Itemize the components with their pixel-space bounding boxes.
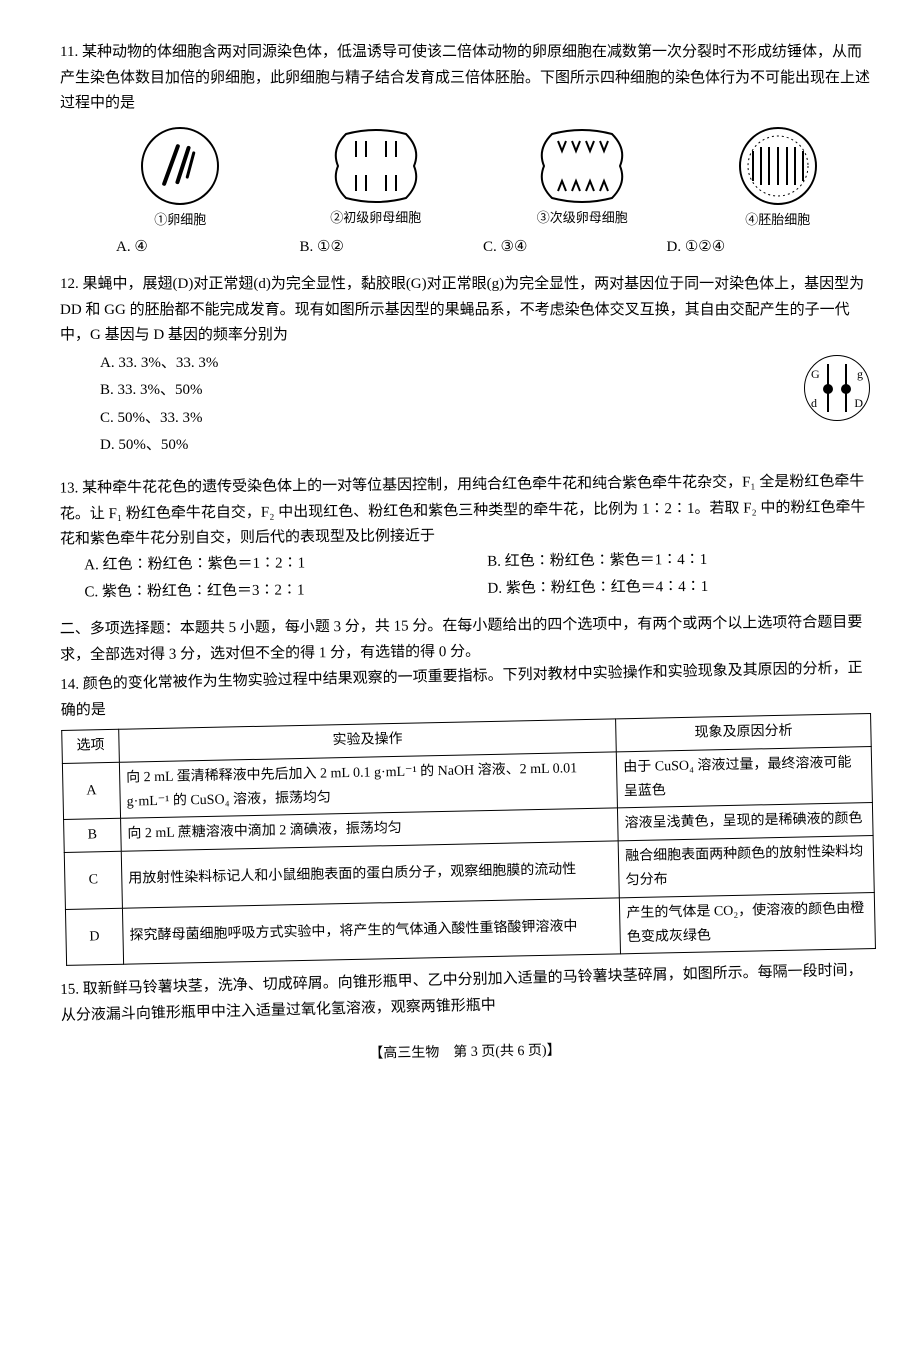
q12-lab-br: D — [854, 393, 863, 413]
th-sel: 选项 — [62, 729, 120, 763]
cell-a-sel[interactable]: A — [62, 762, 120, 820]
cell-d-sel[interactable]: D — [65, 908, 123, 966]
q11-opt-a[interactable]: A. ④ — [116, 235, 300, 261]
diagram-3: ③次级卵母细胞 — [532, 129, 632, 229]
q12-lab-tl: G — [811, 364, 820, 384]
cap-4: ④胚胎细胞 — [739, 209, 817, 231]
page-footer: 【高三生物 第 3 页(共 6 页)】 — [60, 1034, 870, 1072]
question-11: 11. 某种动物的体细胞含两对同源染色体，低温诱导可使该二倍体动物的卵原细胞在减… — [60, 40, 870, 260]
cell-a-res: 由于 CuSO₄ 溶液过量，最终溶液可能呈蓝色 — [617, 746, 873, 808]
question-12: 12. 果蝇中，展翅(D)对正常翅(d)为完全显性，黏胶眼(G)对正常眼(g)为… — [60, 272, 870, 461]
cap-3: ③次级卵母细胞 — [532, 207, 632, 229]
q12-lab-tr: g — [857, 364, 863, 384]
q12-lab-bl: d — [811, 393, 817, 413]
diagram-4: ④胚胎细胞 — [739, 127, 817, 231]
cell-b-sel[interactable]: B — [64, 819, 122, 853]
cell-a-op: 向 2 mL 蛋清稀释液中先后加入 2 mL 0.1 g·mL⁻¹ 的 NaOH… — [119, 752, 617, 819]
q13-opt-d[interactable]: D. 紫色∶粉红色∶红色＝4∶4∶1 — [487, 573, 870, 602]
q13-text: 某种牵牛花花色的遗传受染色体上的一对等位基因控制，用纯合红色牵牛花和纯合紫色牵牛… — [60, 473, 866, 547]
q13-opt-c[interactable]: C. 紫色∶粉红色∶红色＝3∶2∶1 — [84, 577, 467, 606]
q15-text: 取新鲜马铃薯块茎，洗净、切成碎屑。向锥形瓶甲、乙中分别加入适量的马铃薯块茎碎屑，… — [61, 963, 863, 1024]
q11-diagrams: ①卵细胞 ②初级卵母细胞 — [88, 127, 870, 231]
q12-options: A. 33. 3%、33. 3% B. 33. 3%、50% C. 50%、33… — [100, 351, 804, 459]
th-res: 现象及原因分析 — [616, 714, 871, 752]
cell-b-res: 溶液呈浅黄色，呈现的是稀碘液的颜色 — [618, 803, 873, 841]
q12-number: 12. — [60, 276, 79, 292]
q12-diagram: G g d D — [804, 355, 870, 421]
q14-table: 选项 实验及操作 现象及原因分析 A 向 2 mL 蛋清稀释液中先后加入 2 m… — [61, 713, 876, 966]
q14-number: 14. — [60, 677, 79, 693]
cell-d-op: 探究酵母菌细胞呼吸方式实验中，将产生的气体通入酸性重铬酸钾溶液中 — [122, 898, 620, 965]
q13-opt-b[interactable]: B. 红色∶粉红色∶紫色＝1∶4∶1 — [487, 546, 870, 575]
cell-c-op: 用放射性染料标记人和小鼠细胞表面的蛋白质分子，观察细胞膜的流动性 — [121, 841, 619, 908]
question-14: 14. 颜色的变化常被作为生物实验过程中结果观察的一项重要指标。下列对教材中实验… — [60, 656, 876, 966]
cap-2: ②初级卵母细胞 — [326, 207, 426, 229]
q11-opt-b[interactable]: B. ①② — [300, 235, 484, 261]
q15-number: 15. — [60, 982, 79, 998]
q12-opt-d[interactable]: D. 50%、50% — [100, 433, 804, 459]
q13-opt-a[interactable]: A. 红色∶粉红色∶紫色＝1∶2∶1 — [84, 549, 467, 578]
question-13: 13. 某种牵牛花花色的遗传受染色体上的一对等位基因控制，用纯合红色牵牛花和纯合… — [59, 469, 870, 606]
q11-text: 某种动物的体细胞含两对同源染色体，低温诱导可使该二倍体动物的卵原细胞在减数第一次… — [60, 44, 870, 111]
cap-1: ①卵细胞 — [141, 209, 219, 231]
q11-opt-d[interactable]: D. ①②④ — [667, 235, 851, 261]
cell-d-res: 产生的气体是 CO₂，使溶液的颜色由橙色变成灰绿色 — [620, 892, 876, 954]
q12-text: 果蝇中，展翅(D)对正常翅(d)为完全显性，黏胶眼(G)对正常眼(g)为完全显性… — [60, 276, 864, 343]
q12-opt-a[interactable]: A. 33. 3%、33. 3% — [100, 351, 804, 377]
q11-options: A. ④ B. ①② C. ③④ D. ①②④ — [116, 235, 850, 261]
q13-number: 13. — [59, 480, 78, 496]
diagram-1: ①卵细胞 — [141, 127, 219, 231]
q12-opt-b[interactable]: B. 33. 3%、50% — [100, 378, 804, 404]
cell-c-res: 融合细胞表面两种颜色的放射性染料均匀分布 — [618, 836, 874, 898]
question-15: 15. 取新鲜马铃薯块茎，洗净、切成碎屑。向锥形瓶甲、乙中分别加入适量的马铃薯块… — [60, 959, 871, 1030]
q13-options: A. 红色∶粉红色∶紫色＝1∶2∶1 B. 红色∶粉红色∶紫色＝1∶4∶1 C.… — [84, 546, 870, 606]
q11-opt-c[interactable]: C. ③④ — [483, 235, 667, 261]
q11-number: 11. — [60, 44, 78, 60]
diagram-2: ②初级卵母细胞 — [326, 129, 426, 229]
q14-text: 颜色的变化常被作为生物实验过程中结果观察的一项重要指标。下列对教材中实验操作和实… — [61, 660, 863, 718]
q12-opt-c[interactable]: C. 50%、33. 3% — [100, 406, 804, 432]
cell-c-sel[interactable]: C — [64, 852, 122, 910]
